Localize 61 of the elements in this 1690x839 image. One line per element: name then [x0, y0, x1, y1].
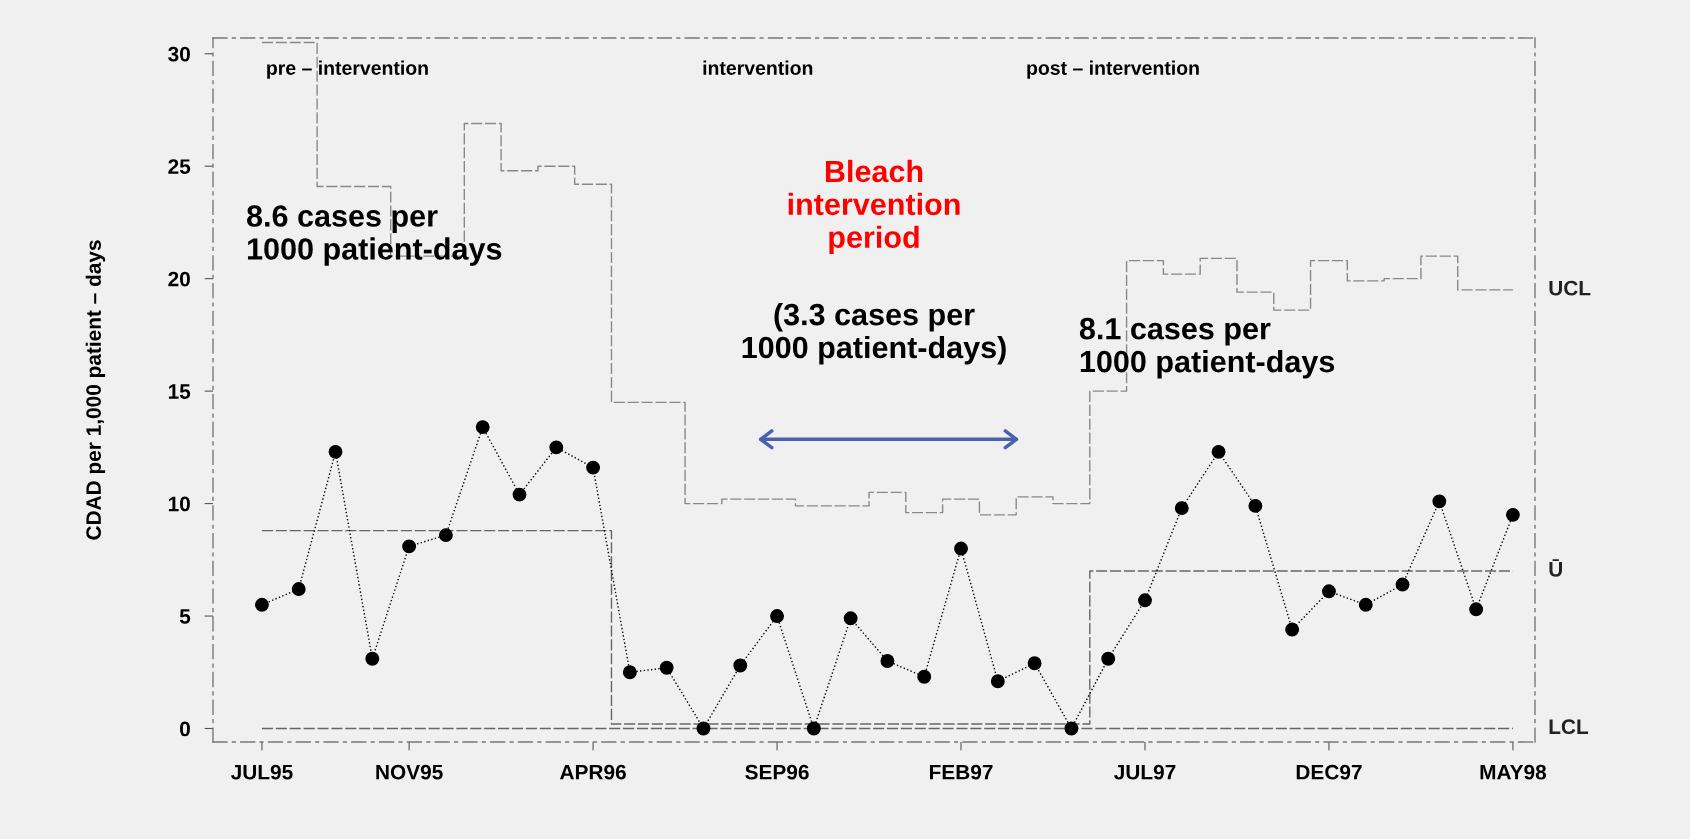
- point: [1138, 593, 1152, 608]
- point: [1322, 584, 1336, 599]
- point: [1285, 622, 1300, 637]
- x-tick-label: DEC97: [1296, 764, 1362, 780]
- point: [659, 660, 674, 675]
- x-tick-label: SEP96: [745, 764, 809, 780]
- annotation: post – intervention: [1027, 60, 1199, 79]
- point: [291, 582, 306, 596]
- point: [1432, 494, 1447, 509]
- point: [328, 444, 343, 459]
- point: [586, 460, 601, 475]
- point: [1101, 651, 1116, 666]
- series-label: UCL: [1549, 280, 1591, 296]
- point: [770, 609, 784, 623]
- y-tick-label: 15: [168, 384, 191, 399]
- point: [438, 528, 453, 543]
- point: [1469, 602, 1484, 617]
- y-tick-label: 30: [168, 46, 190, 62]
- series-label: Ū: [1549, 559, 1562, 577]
- point: [954, 541, 968, 556]
- point: [1248, 498, 1263, 513]
- y-tick-label: 0: [180, 721, 190, 737]
- x-tick-label: FEB97: [929, 764, 993, 780]
- point: [843, 611, 858, 626]
- x-tick-label: MAY98: [1480, 764, 1547, 780]
- point: [733, 658, 748, 673]
- point: [475, 420, 490, 435]
- y-axis-title: CDAD per 1,000 patient – days: [85, 240, 106, 540]
- point: [806, 721, 821, 736]
- y-tick-label: 5: [179, 609, 191, 624]
- annotation: 8.1 cases per 1000 patient-days: [1079, 317, 1335, 379]
- point: [402, 539, 417, 554]
- y-tick-label: 20: [168, 271, 190, 287]
- y-tick-label: 25: [168, 159, 191, 174]
- point: [880, 654, 895, 668]
- point: [365, 651, 380, 666]
- point: [1064, 721, 1079, 736]
- point: [549, 440, 564, 455]
- point: [1174, 501, 1189, 516]
- point: [696, 721, 711, 736]
- point: [1395, 577, 1410, 592]
- x-tick-label: JUL95: [230, 764, 293, 780]
- point: [917, 669, 932, 684]
- point: [1358, 597, 1373, 612]
- point: [1211, 444, 1226, 459]
- point: [1505, 507, 1520, 522]
- x-tick-label: JUL97: [1114, 764, 1176, 780]
- point: [1027, 656, 1042, 671]
- x-tick-label: APR96: [560, 764, 626, 780]
- point: [622, 665, 637, 680]
- point: [990, 674, 1005, 689]
- point: [512, 487, 527, 502]
- annotation: 8.6 cases per 1000 patient-days: [247, 205, 502, 266]
- series-label: LCL: [1549, 719, 1589, 735]
- x-tick-label: NOV95: [376, 764, 443, 780]
- y-tick-label: 10: [168, 496, 190, 512]
- annotation: Bleach intervention period: [788, 159, 960, 255]
- annotation: (3.3 cases per 1000 patient-days): [742, 302, 1006, 365]
- annotation: pre – intervention: [267, 60, 428, 79]
- annotation: intervention: [703, 60, 813, 75]
- point: [254, 597, 269, 612]
